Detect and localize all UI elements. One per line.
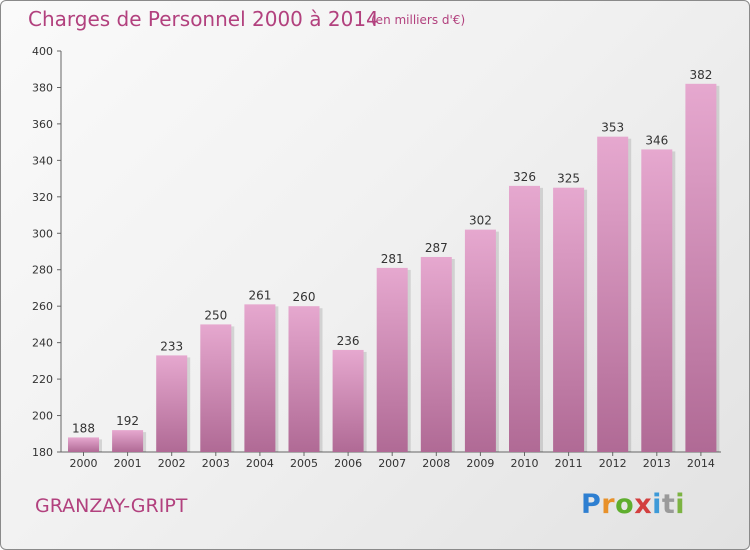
x-tick-label: 2001 xyxy=(114,457,142,470)
y-tick-label: 340 xyxy=(32,154,53,167)
logo-letter: i xyxy=(675,489,686,520)
bar xyxy=(685,83,717,453)
bar xyxy=(553,187,585,453)
logo-letter: r xyxy=(601,489,616,520)
bar-value-label: 287 xyxy=(425,241,448,255)
x-tick-label: 2005 xyxy=(290,457,318,470)
y-tick-label: 280 xyxy=(32,264,53,277)
y-tick-label: 180 xyxy=(32,446,53,459)
bar xyxy=(597,136,629,452)
bar xyxy=(464,229,496,452)
bar xyxy=(68,437,99,452)
x-tick-label: 2002 xyxy=(158,457,186,470)
y-tick-label: 300 xyxy=(32,227,53,240)
bar xyxy=(509,185,540,452)
bar-value-label: 260 xyxy=(293,290,316,304)
x-tick-label: 2004 xyxy=(246,457,274,470)
bar xyxy=(641,149,673,452)
y-tick-label: 200 xyxy=(32,410,53,423)
y-tick-label: 380 xyxy=(32,81,53,94)
bar-value-label: 353 xyxy=(601,121,624,135)
bar-value-label: 346 xyxy=(645,133,668,147)
x-tick-label: 2003 xyxy=(202,457,230,470)
bar xyxy=(156,355,188,452)
x-tick-label: 2007 xyxy=(378,457,406,470)
y-tick-label: 360 xyxy=(32,118,53,131)
x-tick-label: 2012 xyxy=(599,457,627,470)
bar-value-label: 382 xyxy=(689,68,712,82)
logo-letter: x xyxy=(634,489,653,520)
bar-value-label: 302 xyxy=(469,214,492,228)
logo-letter: i xyxy=(652,489,662,520)
commune-name: GRANZAY-GRIPT xyxy=(35,495,188,517)
bar xyxy=(288,306,320,452)
bar xyxy=(244,304,276,452)
y-tick-label: 320 xyxy=(32,191,53,204)
bar-value-label: 188 xyxy=(72,421,95,435)
x-tick-label: 2006 xyxy=(334,457,362,470)
chart-subtitle: (en milliers d'€) xyxy=(371,13,466,27)
logo-letter: o xyxy=(615,489,635,520)
bar-value-label: 192 xyxy=(116,414,139,428)
x-tick-label: 2014 xyxy=(687,457,715,470)
chart-title: Charges de Personnel 2000 à 2014 xyxy=(28,7,379,31)
x-tick-label: 2000 xyxy=(70,457,98,470)
x-tick-label: 2010 xyxy=(511,457,539,470)
x-tick-label: 2008 xyxy=(422,457,450,470)
bar-value-label: 326 xyxy=(513,170,536,184)
y-tick-label: 400 xyxy=(32,45,53,58)
x-tick-label: 2009 xyxy=(466,457,494,470)
bar-value-label: 281 xyxy=(381,252,404,266)
bar xyxy=(112,430,144,452)
x-tick-label: 2011 xyxy=(555,457,583,470)
logo-letter: P xyxy=(581,489,602,520)
proxiti-logo[interactable]: Proxiti xyxy=(581,489,685,520)
y-tick-label: 260 xyxy=(32,300,53,313)
logo-letter: t xyxy=(661,489,676,520)
bar xyxy=(200,324,232,452)
bar-value-label: 325 xyxy=(557,172,580,186)
bar xyxy=(420,256,452,452)
bar-value-label: 233 xyxy=(160,339,183,353)
bar xyxy=(376,267,408,452)
bar-value-label: 236 xyxy=(337,334,360,348)
bar-value-label: 250 xyxy=(204,308,227,322)
bar xyxy=(332,349,364,452)
y-tick-label: 240 xyxy=(32,337,53,350)
x-tick-label: 2013 xyxy=(643,457,671,470)
y-tick-label: 220 xyxy=(32,373,53,386)
bar-value-label: 261 xyxy=(248,288,271,302)
